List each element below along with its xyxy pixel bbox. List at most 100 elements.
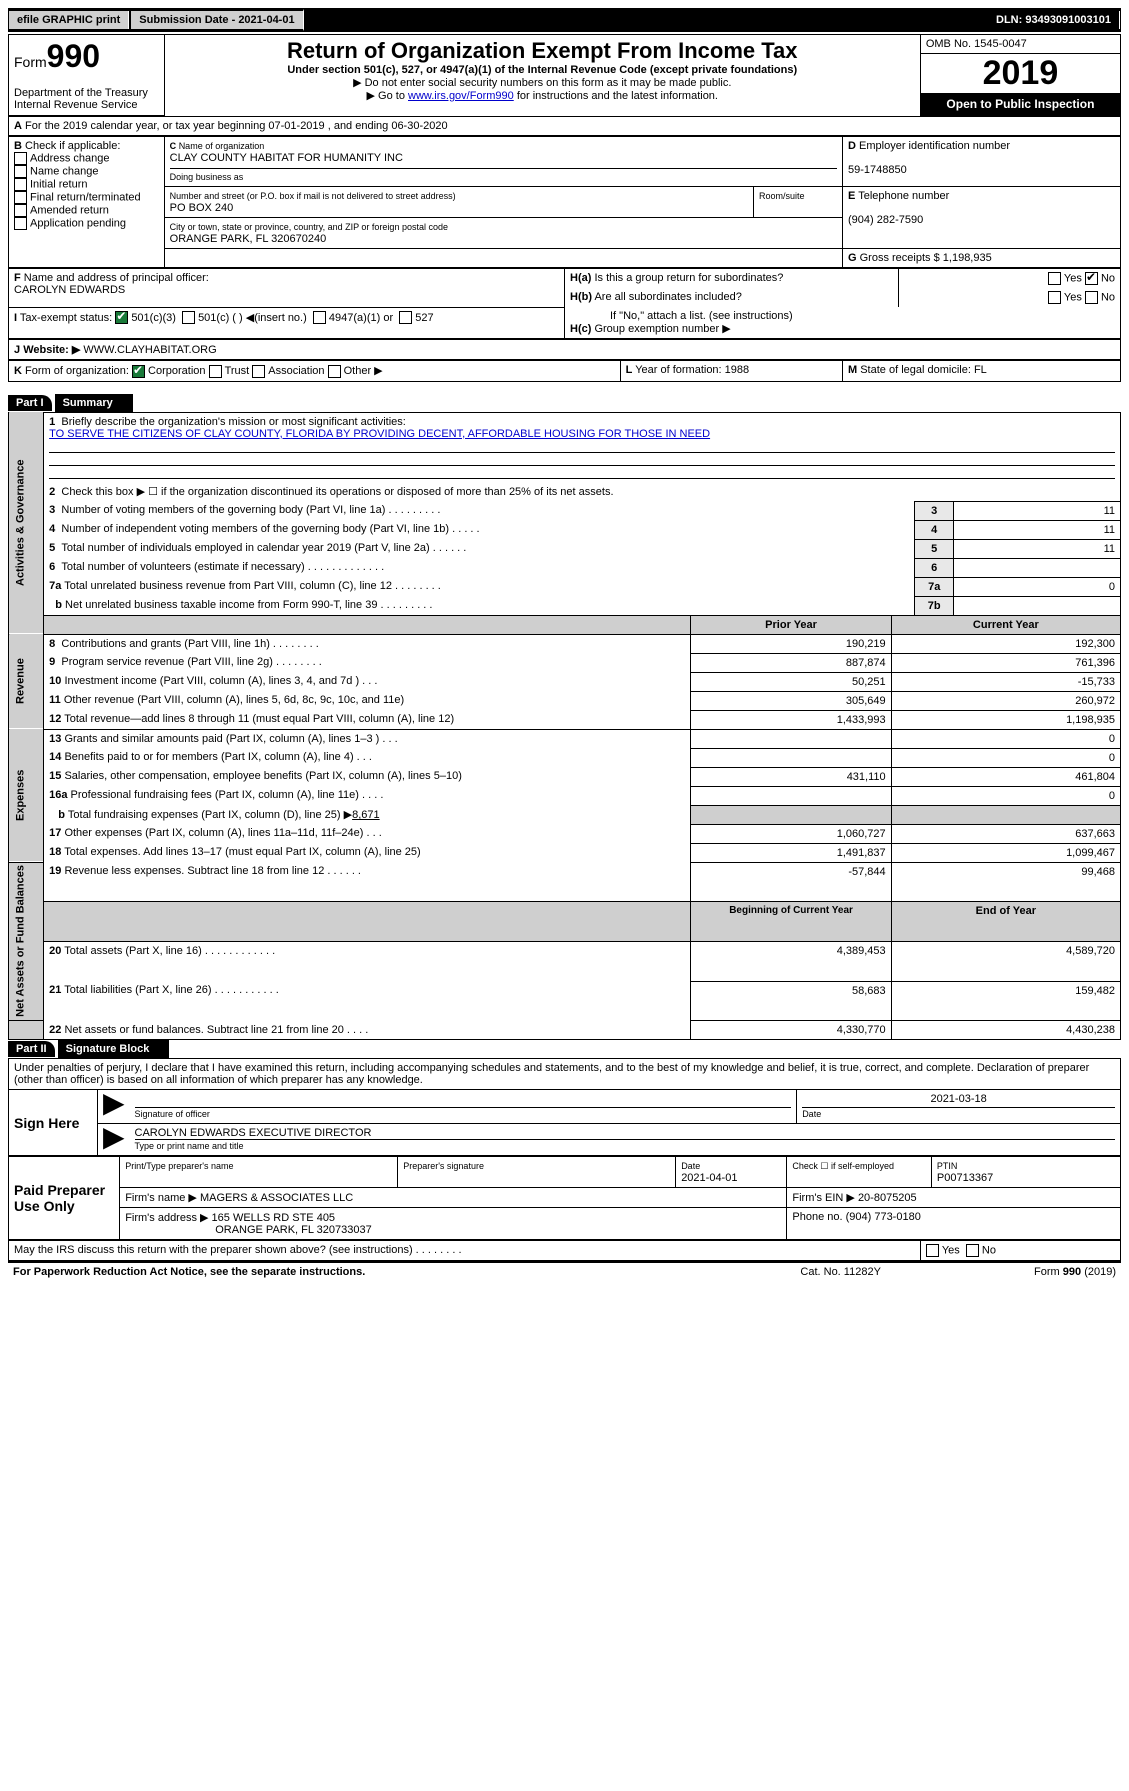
- form-subtitle: Under section 501(c), 527, or 4947(a)(1)…: [170, 64, 915, 76]
- current-year-header: Current Year: [891, 615, 1120, 634]
- prep-phone: (904) 773-0180: [846, 1211, 921, 1223]
- officer-group-block: F Name and address of principal officer:…: [8, 268, 1121, 339]
- officer-printed-name: CAROLYN EDWARDS EXECUTIVE DIRECTOR: [135, 1127, 1116, 1140]
- amended-return-checkbox[interactable]: [14, 204, 27, 217]
- corp-checkbox[interactable]: [132, 365, 145, 378]
- city-value: ORANGE PARK, FL 320670240: [170, 233, 327, 245]
- firm-name: MAGERS & ASSOCIATES LLC: [200, 1192, 353, 1204]
- room-suite-label: Room/suite: [759, 191, 805, 201]
- website-row: J Website: ▶ WWW.CLAYHABITAT.ORG: [8, 339, 1121, 360]
- perjury-text: Under penalties of perjury, I declare th…: [8, 1058, 1121, 1089]
- l15-current: 461,804: [891, 767, 1120, 786]
- type-name-label: Type or print name and title: [135, 1141, 244, 1151]
- dept-treasury: Department of the Treasury: [14, 87, 148, 99]
- l9-text: Program service revenue (Part VIII, line…: [61, 656, 321, 668]
- l22-current: 4,430,238: [891, 1021, 1120, 1040]
- l21-prior: 58,683: [691, 981, 891, 1021]
- l13-text: Grants and similar amounts paid (Part IX…: [64, 733, 397, 745]
- name-change-checkbox[interactable]: [14, 165, 27, 178]
- trust-checkbox[interactable]: [209, 365, 222, 378]
- identity-block: B Check if applicable: Address change Na…: [8, 136, 1121, 268]
- ein-label: Employer identification number: [859, 140, 1010, 152]
- signature-table: Sign Here ▶ Signature of officer 2021-03…: [8, 1089, 1121, 1156]
- discuss-yes-checkbox[interactable]: [926, 1244, 939, 1257]
- tab-revenue: Revenue: [9, 634, 44, 729]
- l10-text: Investment income (Part VIII, column (A)…: [64, 675, 377, 687]
- l17-text: Other expenses (Part IX, column (A), lin…: [64, 827, 381, 839]
- sig-arrow-icon-2: ▶: [103, 1121, 125, 1152]
- firm-addr1: 165 WELLS RD STE 405: [212, 1212, 336, 1224]
- tab-netassets: Net Assets or Fund Balances: [9, 862, 44, 1021]
- l2-text: Check this box ▶ ☐ if the organization d…: [61, 486, 613, 498]
- sig-officer-label: Signature of officer: [135, 1109, 210, 1119]
- 527-checkbox[interactable]: [399, 311, 412, 324]
- l7b-value: [954, 596, 1121, 615]
- firm-addr2: ORANGE PARK, FL 320733037: [215, 1224, 372, 1236]
- l1-label: Briefly describe the organization's miss…: [61, 416, 405, 428]
- discuss-row: May the IRS discuss this return with the…: [8, 1240, 1121, 1261]
- l10-current: -15,733: [891, 672, 1120, 691]
- dba-label: Doing business as: [170, 172, 244, 182]
- final-return-checkbox[interactable]: [14, 191, 27, 204]
- l19-prior: -57,844: [691, 862, 891, 902]
- other-checkbox[interactable]: [328, 365, 341, 378]
- l19-text: Revenue less expenses. Subtract line 18 …: [64, 865, 361, 877]
- 4947-checkbox[interactable]: [313, 311, 326, 324]
- ha-no-checkbox[interactable]: [1085, 272, 1098, 285]
- tab-expenses: Expenses: [9, 729, 44, 862]
- l10-prior: 50,251: [691, 672, 891, 691]
- l17-current: 637,663: [891, 824, 1120, 843]
- footer-row: For Paperwork Reduction Act Notice, see …: [8, 1261, 1121, 1281]
- discuss-no-checkbox[interactable]: [966, 1244, 979, 1257]
- org-name-label: Name of organization: [179, 141, 265, 151]
- hb-label: Are all subordinates included?: [594, 291, 741, 303]
- l11-current: 260,972: [891, 691, 1120, 710]
- ha-yes-checkbox[interactable]: [1048, 272, 1061, 285]
- ha-label: Is this a group return for subordinates?: [594, 272, 783, 284]
- domicile-state: FL: [974, 364, 987, 376]
- l13-current: 0: [891, 729, 1120, 748]
- 501c-checkbox[interactable]: [182, 311, 195, 324]
- form-footer: Form 990 (2019): [933, 1262, 1121, 1281]
- efile-button[interactable]: efile GRAPHIC print: [9, 11, 129, 29]
- app-pending-checkbox[interactable]: [14, 217, 27, 230]
- 501c3-checkbox[interactable]: [115, 311, 128, 324]
- addr-change-checkbox[interactable]: [14, 152, 27, 165]
- print-name-label: Print/Type preparer's name: [125, 1161, 233, 1171]
- form-org-label: Form of organization:: [25, 365, 129, 377]
- l6-text: Total number of volunteers (estimate if …: [61, 561, 384, 573]
- gross-receipts-label: Gross receipts $: [860, 252, 940, 264]
- initial-return-checkbox[interactable]: [14, 178, 27, 191]
- website-url[interactable]: WWW.CLAYHABITAT.ORG: [83, 344, 216, 356]
- hb-no-checkbox[interactable]: [1085, 291, 1098, 304]
- l14-current: 0: [891, 748, 1120, 767]
- l7a-value: 0: [954, 577, 1121, 596]
- tab-activities: Activities & Governance: [9, 412, 44, 634]
- addr-label: Number and street (or P.O. box if mail i…: [170, 191, 456, 201]
- prep-sig-label: Preparer's signature: [403, 1161, 484, 1171]
- officer-name: CAROLYN EDWARDS: [14, 284, 125, 296]
- paid-preparer-label: Paid Preparer Use Only: [9, 1157, 120, 1240]
- l18-current: 1,099,467: [891, 843, 1120, 862]
- formation-year-label: Year of formation:: [635, 364, 721, 376]
- firm-name-label: Firm's name ▶: [125, 1192, 197, 1204]
- firm-ein: 20-8075205: [858, 1192, 917, 1204]
- hb-yes-checkbox[interactable]: [1048, 291, 1061, 304]
- part1-table: Activities & Governance 1 Briefly descri…: [8, 412, 1121, 1041]
- irs-link[interactable]: www.irs.gov/Form990: [408, 90, 514, 102]
- prior-year-header: Prior Year: [691, 615, 891, 634]
- l6-value: [954, 558, 1121, 577]
- l16b-text: Total fundraising expenses (Part IX, col…: [68, 809, 352, 821]
- ptin-value: P00713367: [937, 1172, 993, 1184]
- l9-prior: 887,874: [691, 653, 891, 672]
- assoc-checkbox[interactable]: [252, 365, 265, 378]
- l13-prior: [691, 729, 891, 748]
- omb-number: OMB No. 1545-0047: [921, 35, 1120, 54]
- l8-current: 192,300: [891, 634, 1120, 653]
- firm-addr-label: Firm's address ▶: [125, 1212, 208, 1224]
- l8-text: Contributions and grants (Part VIII, lin…: [61, 638, 318, 650]
- l11-text: Other revenue (Part VIII, column (A), li…: [64, 694, 404, 706]
- prep-date-label: Date: [681, 1161, 700, 1171]
- section-a: A For the 2019 calendar year, or tax yea…: [8, 116, 1121, 136]
- l7a-text: Total unrelated business revenue from Pa…: [64, 580, 441, 592]
